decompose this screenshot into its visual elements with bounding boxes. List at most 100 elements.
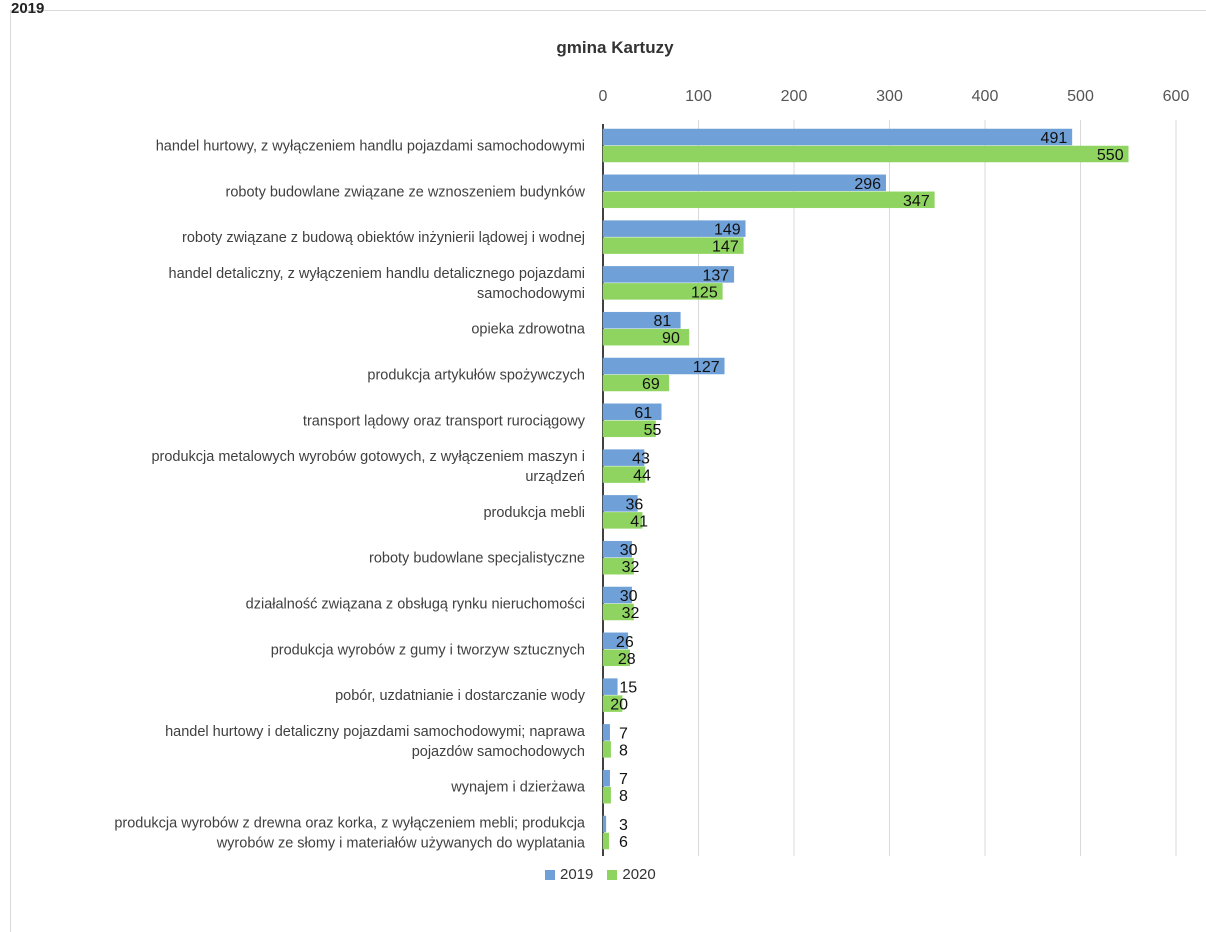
bar-2020-2 <box>602 237 744 254</box>
legend-swatch-2020 <box>607 869 618 880</box>
category-label-3-1: samochodowymi <box>477 286 585 302</box>
category-label-7-0: produkcja metalowych wyrobów gotowych, z… <box>151 449 585 465</box>
legend-item-2019: 2019 <box>545 866 593 883</box>
category-label-10-0: działalność związana z obsługą rynku nie… <box>246 597 585 613</box>
bar-2019-13 <box>602 724 610 741</box>
category-label-11-0: produkcja wyrobów z gumy i tworzyw sztuc… <box>271 642 585 658</box>
category-label-6-0: transport lądowy oraz transport rurociąg… <box>303 413 586 429</box>
data-label-2019-3: 137 <box>702 267 729 284</box>
bar-2019-10 <box>602 586 632 604</box>
x-tick-label-200: 200 <box>781 88 808 105</box>
x-tick-label-0: 0 <box>599 88 608 105</box>
category-label-13-1: pojazdów samochodowych <box>412 744 585 760</box>
category-label-4-0: opieka zdrowotna <box>471 322 586 338</box>
legend-swatch-2019 <box>545 869 555 880</box>
bar-2019-3 <box>602 266 735 283</box>
data-label-2020-9: 32 <box>622 559 640 576</box>
chart-title: gmina Kartuzy <box>556 38 674 57</box>
data-label-2020-14: 8 <box>619 788 628 805</box>
bar-2020-15 <box>602 832 609 850</box>
data-label-2020-3: 125 <box>691 284 718 301</box>
bar-2019-11 <box>602 632 629 650</box>
data-label-2019-8: 36 <box>625 496 643 513</box>
data-label-2020-15: 6 <box>619 834 628 851</box>
data-label-2020-4: 90 <box>662 330 680 347</box>
data-label-2019-2: 149 <box>714 222 741 239</box>
bar-2020-7 <box>602 466 646 483</box>
data-label-2019-1: 296 <box>854 176 881 193</box>
data-label-2020-2: 147 <box>712 239 739 256</box>
bar-2019-2 <box>602 220 746 237</box>
bar-2019-15 <box>602 815 607 833</box>
bar-2019-7 <box>602 449 645 466</box>
category-labels: handel hurtowy, z wyłączeniem handlu poj… <box>114 139 586 852</box>
data-label-2020-10: 32 <box>622 605 640 622</box>
data-label-2019-6: 61 <box>634 405 652 422</box>
data-label-2019-5: 127 <box>693 359 720 376</box>
bar-2019-6 <box>602 403 662 421</box>
data-label-2019-0: 491 <box>1041 130 1068 147</box>
legend: 2019 2020 <box>545 866 656 883</box>
legend-item-2020: 2020 <box>607 866 656 883</box>
bar-2020-0 <box>602 145 1129 163</box>
bar-2020-5 <box>602 374 670 392</box>
category-label-1-0: roboty budowlane związane ze wznoszeniem… <box>226 184 586 200</box>
data-label-2019-9: 30 <box>620 542 638 559</box>
bar-2020-4 <box>602 328 690 346</box>
x-axis-ticks: 0 100 200 300 400 500 600 <box>599 88 1190 105</box>
data-label-2020-11: 28 <box>618 651 636 668</box>
category-label-15-1: wyrobów ze słomy i materiałów używanych … <box>216 836 586 852</box>
category-label-5-0: produkcja artykułów spożywczych <box>367 368 585 384</box>
bar-2020-3 <box>602 283 723 300</box>
data-label-2019-10: 30 <box>620 588 638 605</box>
category-label-14-0: wynajem i dzierżawa <box>450 780 586 796</box>
category-label-0-0: handel hurtowy, z wyłączeniem handlu poj… <box>156 139 585 155</box>
bar-2019-0 <box>602 128 1073 146</box>
data-label-2020-8: 41 <box>630 513 648 530</box>
data-label-2020-5: 69 <box>642 376 660 393</box>
bar-2019-8 <box>602 495 638 512</box>
bar-2020-8 <box>602 512 643 529</box>
x-tick-label-500: 500 <box>1067 88 1094 105</box>
bar-2020-11 <box>602 649 630 667</box>
cut-off-heading: 2019 <box>11 0 45 17</box>
bar-2020-12 <box>602 695 623 712</box>
bar-2019-5 <box>602 357 725 375</box>
data-label-2020-1: 347 <box>903 193 930 210</box>
data-label-2020-0: 550 <box>1097 147 1124 164</box>
data-label-2020-12: 20 <box>610 697 628 714</box>
category-label-9-0: roboty budowlane specjalistyczne <box>369 551 585 567</box>
data-label-2019-11: 26 <box>616 634 634 651</box>
data-label-2019-7: 43 <box>632 451 650 468</box>
category-label-12-0: pobór, uzdatnianie i dostarczanie wody <box>335 688 586 704</box>
bar-2020-14 <box>602 786 611 804</box>
category-label-8-0: produkcja mebli <box>483 505 585 521</box>
bar-2019-14 <box>602 769 610 787</box>
category-label-13-0: handel hurtowy i detaliczny pojazdami sa… <box>165 724 586 740</box>
data-label-2020-6: 55 <box>644 422 662 439</box>
category-label-3-0: handel detaliczny, z wyłączeniem handlu … <box>169 266 585 282</box>
data-label-2020-7: 44 <box>633 468 651 485</box>
category-label-7-1: urządzeń <box>525 469 585 485</box>
chart-frame: 2019 <box>10 0 1206 932</box>
x-tick-label-100: 100 <box>685 88 712 105</box>
data-label-2019-15: 3 <box>619 817 628 834</box>
data-label-2019-14: 7 <box>619 771 628 788</box>
bars: 4915502963471491471371258190127696155434… <box>602 128 1129 851</box>
legend-label-2020: 2020 <box>622 866 656 883</box>
bar-2020-9 <box>602 557 634 575</box>
legend-label-2019: 2019 <box>560 866 594 883</box>
data-label-2019-12: 15 <box>619 680 637 697</box>
bar-2019-1 <box>602 174 886 192</box>
bar-2020-13 <box>602 741 611 758</box>
x-tick-label-400: 400 <box>972 88 999 105</box>
x-tick-label-600: 600 <box>1163 88 1190 105</box>
category-label-15-0: produkcja wyrobów z drewna oraz korka, z… <box>114 816 586 832</box>
data-label-2019-13: 7 <box>619 725 628 742</box>
data-label-2019-4: 81 <box>653 313 671 330</box>
data-label-2020-13: 8 <box>619 742 628 759</box>
bar-2019-4 <box>602 311 681 329</box>
bar-2020-10 <box>602 603 634 621</box>
x-tick-label-300: 300 <box>876 88 903 105</box>
